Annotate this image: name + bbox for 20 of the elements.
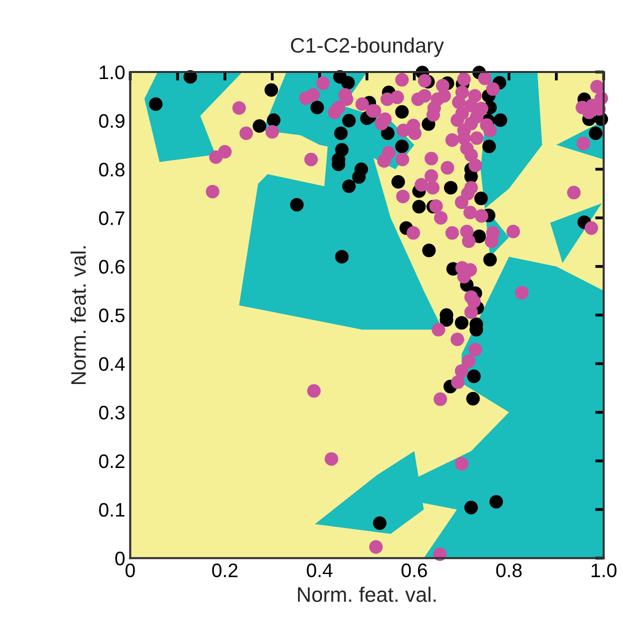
x-tick-label: 0 — [126, 564, 135, 578]
y-tick-label: 0.9 — [99, 114, 124, 128]
y-tick-label: 0.4 — [99, 357, 125, 371]
y-tick-label: 0.8 — [99, 162, 125, 176]
y-tick-label: 0.7 — [99, 211, 124, 226]
x-tick-label: 0.2 — [212, 564, 238, 578]
y-tick-label: 0 — [115, 552, 125, 566]
y-tick-label: 0.6 — [99, 260, 124, 274]
y-axis-title: Norm. feat. val. — [70, 246, 86, 384]
x-tick-label: 1.0 — [592, 564, 616, 578]
y-tick-label: 0.1 — [99, 502, 124, 517]
x-tick-label: 0.8 — [496, 564, 522, 578]
x-axis-title: Norm. feat. val. — [298, 586, 436, 602]
y-tick-label: 0.3 — [99, 406, 124, 420]
chart-title: C1-C2-boundary — [291, 37, 444, 57]
x-tick-label: 0.6 — [402, 564, 427, 578]
x-tick-label: 0.4 — [306, 564, 333, 578]
y-tick-label: 0.2 — [99, 454, 124, 468]
y-tick-label: 0.5 — [99, 308, 125, 322]
y-tick-label: 1.0 — [100, 65, 125, 80]
